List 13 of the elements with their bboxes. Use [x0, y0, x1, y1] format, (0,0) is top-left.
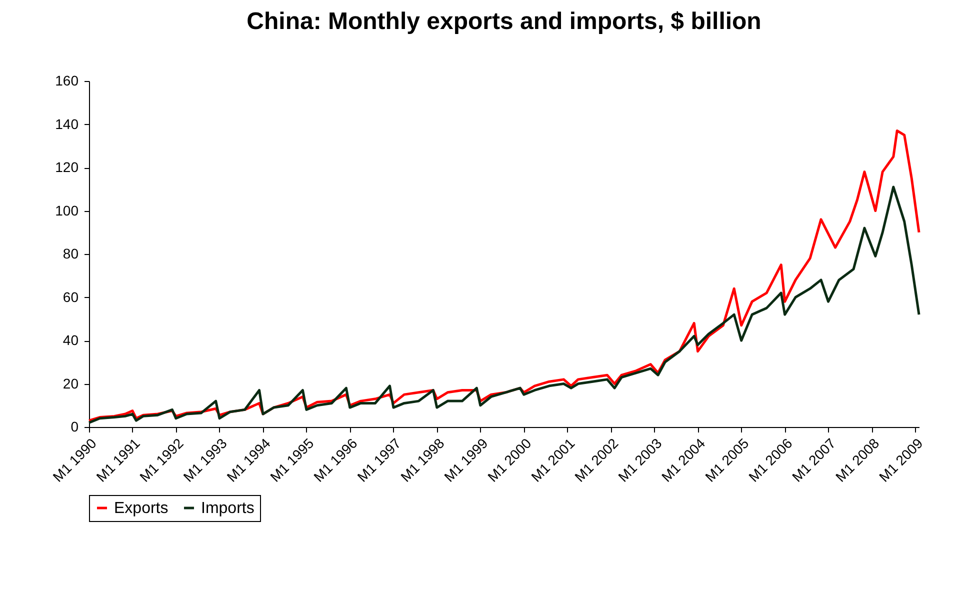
- line-series: [88, 186, 920, 424]
- y-tick-label: 140: [55, 116, 79, 132]
- legend-label: Imports: [201, 500, 254, 517]
- y-tick-label: 160: [55, 72, 79, 88]
- y-tick-label: 80: [62, 246, 79, 262]
- y-tick-label: 0: [70, 418, 79, 434]
- y-tick-label: 60: [62, 288, 79, 305]
- y-tick-label: 120: [55, 159, 79, 175]
- y-tick-label: 40: [62, 332, 79, 348]
- legend-label: Exports: [114, 500, 168, 517]
- y-tick-label: 100: [55, 202, 79, 218]
- y-tick-label: 20: [62, 375, 79, 392]
- chart-title: China: Monthly exports and imports, $ billion: [246, 8, 762, 35]
